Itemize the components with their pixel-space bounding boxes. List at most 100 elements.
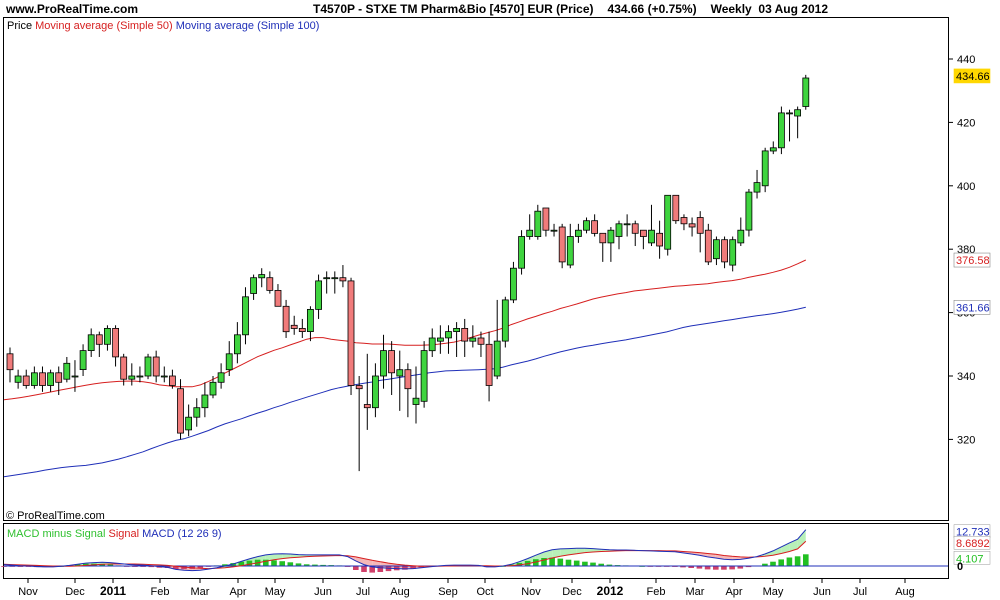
candle: [112, 325, 119, 367]
x-tick-label: May: [265, 586, 286, 598]
x-tick-label: Jun: [314, 586, 332, 598]
candle: [201, 382, 209, 418]
site-url[interactable]: www.ProRealTime.com: [6, 2, 139, 16]
hist-bar: [320, 564, 326, 566]
x-tick-label: Dec: [65, 586, 85, 598]
hist-bar: [303, 564, 310, 566]
candle: [30, 366, 38, 389]
candle: [95, 331, 103, 357]
candle: [688, 217, 696, 237]
hist-bar: [295, 563, 302, 566]
candle: [339, 265, 347, 288]
hist-bar: [83, 563, 89, 566]
y-tick-label: 400: [957, 181, 975, 193]
header-bar: www.ProRealTime.com T4570P - STXE TM Pha…: [0, 0, 1000, 18]
hist-bar: [713, 566, 719, 570]
hist-bar: [737, 566, 744, 569]
hist-bar: [541, 558, 547, 566]
hist-bar: [557, 558, 564, 566]
candle: [664, 194, 672, 256]
hist-bar: [770, 561, 776, 566]
candle: [518, 230, 525, 275]
legend-ma100: Moving average (Simple 100): [175, 20, 320, 32]
x-tick-label: May: [763, 586, 784, 598]
candle: [453, 322, 461, 357]
hist-bar: [402, 566, 408, 570]
hist-bar: [778, 559, 784, 566]
candle: [104, 325, 111, 351]
x-tick-label: Aug: [895, 586, 915, 598]
candle: [14, 369, 22, 389]
hist-bar: [565, 559, 572, 566]
candle: [363, 353, 371, 430]
candle: [136, 366, 144, 383]
candle: [120, 353, 128, 386]
candle: [566, 223, 574, 269]
x-tick-label: Apr: [229, 586, 246, 598]
y-tick-label: 420: [957, 117, 975, 129]
macd-legend: MACD minus Signal Signal MACD (12 26 9): [7, 528, 222, 540]
candle: [380, 334, 387, 389]
x-tick-label: 2012: [597, 584, 624, 598]
candle: [745, 188, 753, 237]
candle: [680, 214, 688, 231]
macd-plot: [1, 529, 948, 573]
hist-bar: [803, 554, 809, 566]
candle: [22, 369, 30, 389]
hist-bar: [74, 564, 81, 566]
hist-bar: [573, 560, 580, 566]
hist-bar: [271, 560, 277, 566]
last-price-tag: 434.66: [953, 68, 991, 84]
x-tick-label: Nov: [521, 586, 541, 598]
candle: [6, 347, 14, 383]
candle: [193, 398, 201, 427]
hist-bar: [246, 560, 253, 566]
candle: [371, 363, 379, 418]
candle: [729, 236, 737, 272]
hist-bar: [729, 566, 735, 570]
hist-bar: [99, 564, 105, 566]
candle: [160, 366, 168, 383]
candle: [250, 274, 258, 300]
candlestick-series: [6, 74, 810, 472]
candle: [794, 106, 801, 139]
tag-text: 4.107: [956, 553, 984, 565]
legend-ma50: Moving average (Simple 50): [35, 20, 173, 32]
candle: [575, 223, 582, 243]
x-tick-label: Feb: [647, 586, 666, 598]
candle: [753, 169, 761, 199]
signal-line: [3, 540, 807, 570]
legend-price: Price: [7, 20, 33, 32]
candle: [591, 214, 598, 237]
candle: [778, 106, 785, 155]
candle: [152, 350, 160, 383]
hist-bar: [745, 566, 752, 568]
candle: [469, 325, 477, 348]
hist-bar: [533, 559, 539, 566]
hist-bar: [148, 566, 155, 568]
candle: [769, 141, 777, 155]
x-tick-label: Apr: [725, 586, 742, 598]
hist-bar: [794, 556, 801, 566]
x-tick-label: Feb: [151, 586, 170, 598]
candle: [583, 217, 590, 234]
candle: [225, 341, 233, 376]
hist-bar: [410, 566, 416, 569]
candle: [266, 271, 274, 294]
tag-text: 361.66: [956, 302, 990, 314]
candle: [185, 404, 193, 437]
candle: [509, 261, 517, 304]
candle: [501, 296, 509, 348]
candle: [209, 376, 217, 399]
candle: [168, 369, 176, 389]
hist-bar: [696, 566, 703, 569]
candle: [315, 274, 323, 319]
hist-bar: [704, 566, 711, 570]
x-tick-label: Jul: [853, 586, 867, 598]
candle: [47, 369, 54, 392]
y-tick-label: 340: [957, 371, 975, 383]
hist-bar: [721, 566, 727, 570]
symbol-name: T4570P - STXE TM Pharm&Bio [4570] EUR (P…: [313, 2, 594, 16]
x-tick-label: 2011: [100, 584, 126, 598]
